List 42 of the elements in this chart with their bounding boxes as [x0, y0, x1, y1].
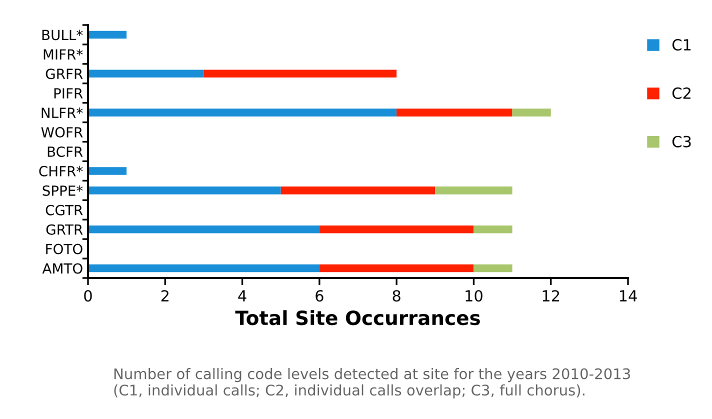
bar	[435, 186, 512, 194]
x-tick-label: 4	[238, 290, 246, 302]
legend-label: C1	[672, 39, 691, 51]
x-tick-label: 2	[161, 290, 168, 302]
y-tick-label: NLFR*	[42, 108, 83, 118]
bar	[396, 108, 512, 116]
x-tick-label: 14	[620, 290, 637, 302]
bar	[512, 108, 551, 116]
x-tick-label: 10	[466, 290, 482, 302]
bar	[280, 186, 436, 194]
y-tick-label: GRTR	[46, 224, 83, 235]
legend-label: C3	[672, 136, 691, 148]
y-tick-label: BCFR	[48, 146, 83, 157]
bar	[88, 108, 397, 116]
bar	[88, 186, 281, 194]
y-tick-label: GRFR	[46, 68, 83, 80]
legend-label: C2	[672, 87, 690, 99]
bar	[88, 225, 320, 234]
text: Number of calling code levels detected at site for the years 2010-2013 (C1, individual calls; C2, individual calls overlap; C3, full chorus).	[114, 368, 630, 398]
x-axis-title: Total Site Occurrances	[235, 310, 480, 326]
bar	[474, 225, 512, 234]
y-tick-label: PIFR	[54, 88, 83, 98]
bar	[88, 70, 204, 78]
y-tick-label: WOFR	[41, 127, 83, 138]
bar	[88, 30, 127, 39]
bar	[88, 167, 127, 175]
y-tick-label: AMTO	[42, 263, 82, 274]
bar	[204, 70, 397, 78]
x-tick-label: 8	[392, 290, 400, 302]
y-tick-label: CGTR	[46, 204, 83, 216]
bar	[319, 264, 474, 272]
bar	[88, 264, 320, 272]
bar	[319, 225, 474, 234]
x-tick-label: 6	[316, 290, 324, 302]
x-tick-label: 0	[84, 290, 92, 302]
y-tick-label: CHFR*	[39, 166, 83, 176]
bar	[474, 264, 512, 272]
y-tick-label: MIFR*	[44, 49, 83, 60]
y-tick-label: FOTO	[46, 244, 82, 254]
y-tick-label: SPPE*	[42, 185, 83, 196]
y-tick-label: BULL*	[42, 30, 83, 40]
x-tick-label: 12	[542, 290, 560, 302]
